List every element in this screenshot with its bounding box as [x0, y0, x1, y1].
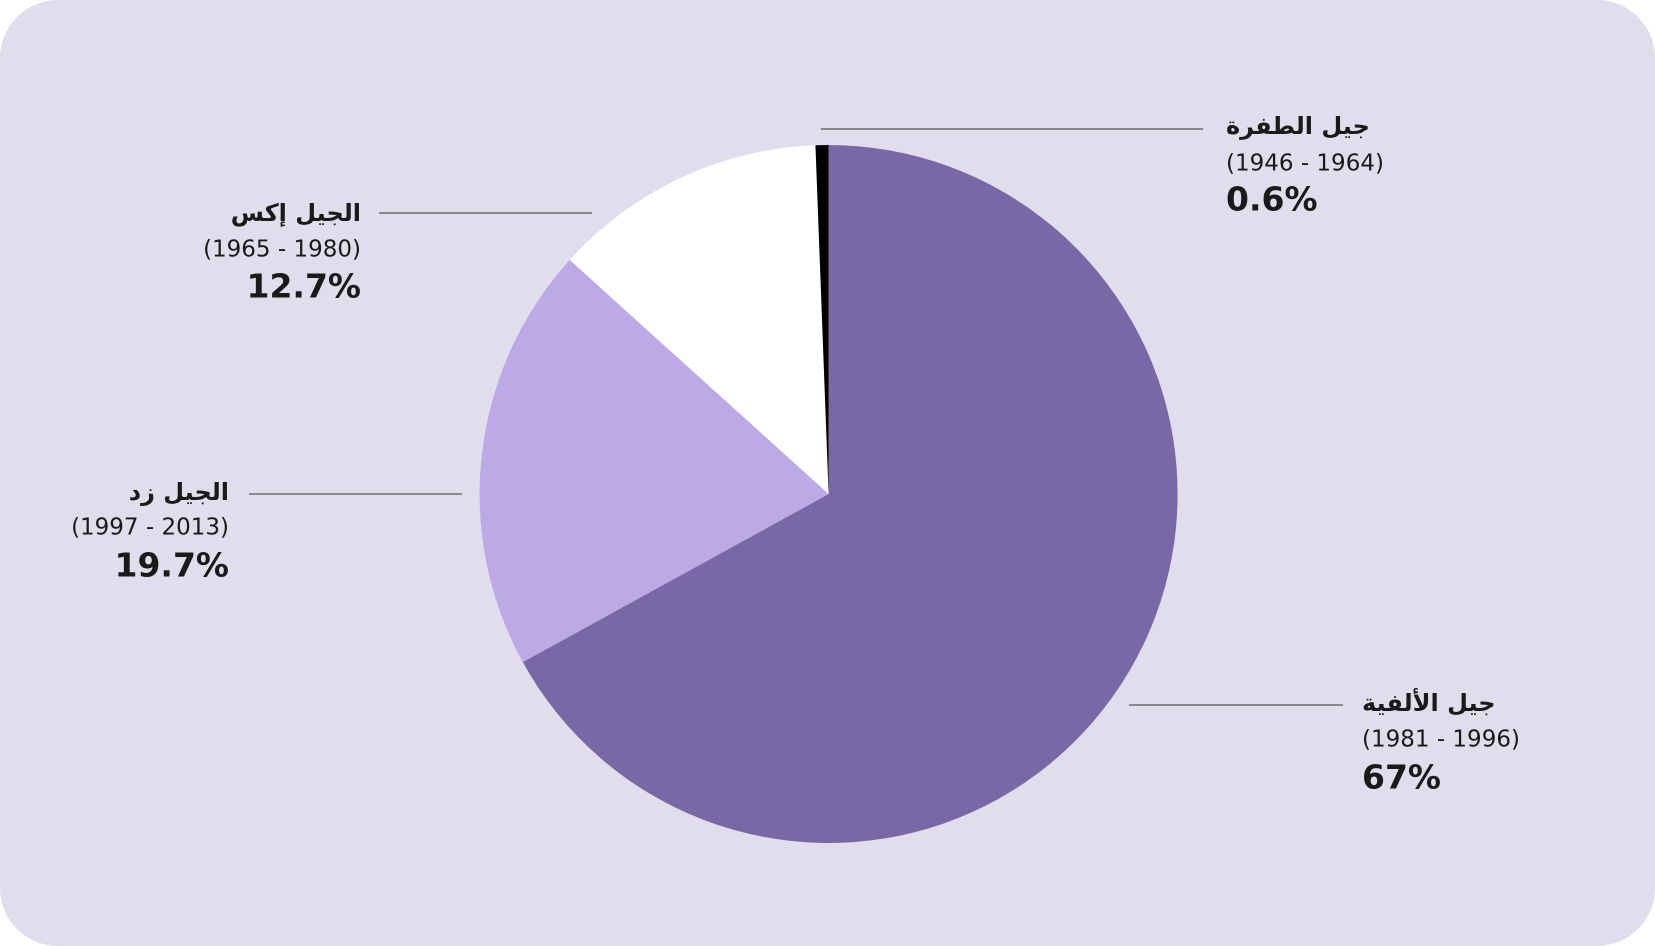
- slice-years: (1946 - 1964): [1226, 151, 1384, 177]
- pie-slice: [479, 259, 829, 663]
- slice-years: (1997 - 2013): [71, 515, 229, 541]
- slice-years: (1965 - 1980): [203, 237, 361, 263]
- slice-value: 67%: [1362, 758, 1441, 797]
- slice-value: 12.7%: [247, 267, 362, 306]
- slice-value: 0.6%: [1226, 180, 1318, 219]
- slice-label: الجيل إكس: [231, 199, 361, 227]
- slice-value: 19.7%: [115, 546, 230, 585]
- pie-slice: [569, 145, 829, 494]
- slice-years: (1981 - 1996): [1362, 727, 1520, 753]
- pie-slice: [815, 145, 829, 494]
- slice-label: جيل الطفرة: [1226, 112, 1370, 140]
- slice-label: جيل الألفية: [1362, 688, 1496, 717]
- slice-label: الجيل زد: [129, 478, 229, 506]
- pie-slice: [522, 145, 1178, 844]
